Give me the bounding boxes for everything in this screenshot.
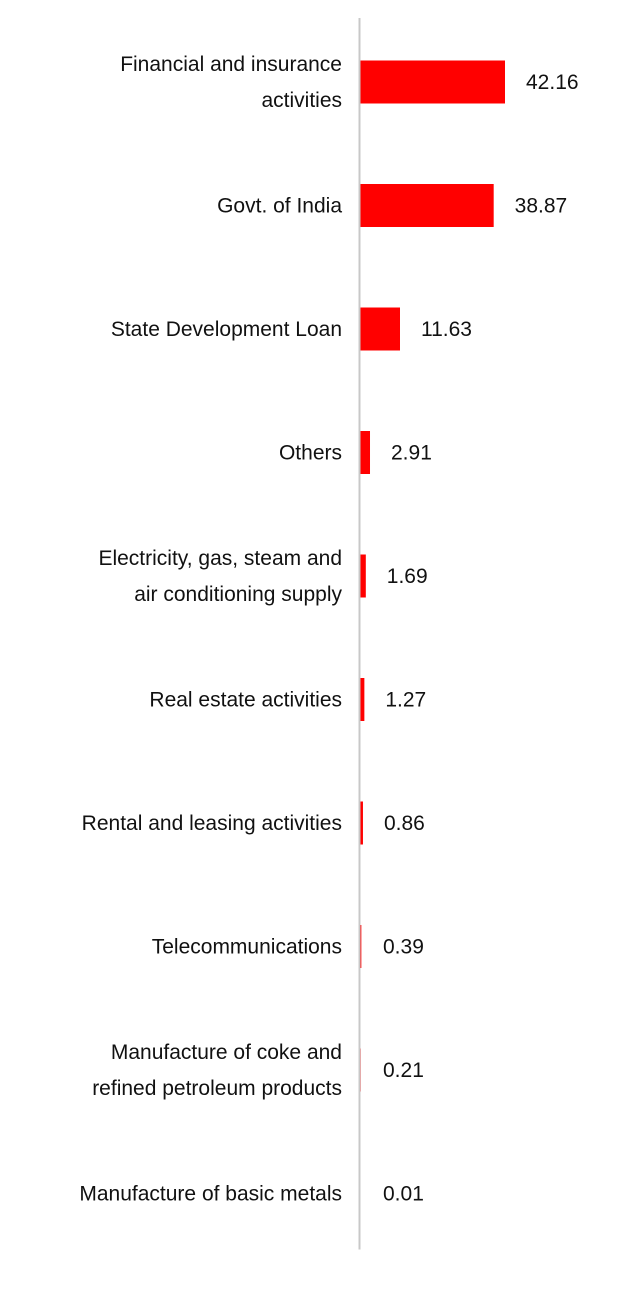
category-label: Telecommunications — [152, 936, 342, 959]
bar — [360, 678, 365, 721]
category-label: Govt. of India — [217, 195, 342, 218]
data-label: 11.63 — [421, 318, 472, 341]
data-label: 0.39 — [383, 936, 424, 959]
category-label: Manufacture of basic metals — [79, 1183, 342, 1206]
bar — [360, 801, 363, 845]
category-label: Electricity, gas, steam and air condition… — [98, 547, 342, 606]
data-label: 2.91 — [391, 442, 432, 465]
category-label: Rental and leasing activities — [82, 812, 342, 835]
bar — [360, 554, 366, 598]
data-label: 42.16 — [526, 71, 579, 94]
category-label: State Development Loan — [111, 318, 342, 341]
data-label: 1.27 — [385, 689, 426, 712]
category-label: Financial and insurance activities — [120, 53, 342, 112]
data-label: 0.86 — [384, 812, 425, 835]
category-labels: Financial and insurance activities Govt. o… — [79, 53, 342, 1206]
bar — [360, 431, 371, 474]
data-label: 0.01 — [383, 1183, 424, 1206]
category-label: Real estate activities — [149, 689, 342, 712]
bar — [360, 925, 362, 968]
category-label: Others — [279, 442, 342, 465]
bars-layer — [360, 60, 505, 1215]
value-labels: 42.16 38.87 11.63 2.91 1.69 1.27 0.86 0.39 0.21 0… — [383, 71, 579, 1206]
data-label: 1.69 — [387, 565, 428, 588]
bar — [360, 307, 400, 351]
bar — [360, 60, 505, 104]
data-label: 0.21 — [383, 1059, 424, 1082]
data-label: 38.87 — [515, 195, 568, 218]
category-label: Manufacture of coke and refined petroleum… — [92, 1041, 342, 1100]
bar — [360, 184, 494, 227]
